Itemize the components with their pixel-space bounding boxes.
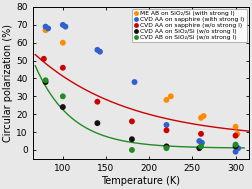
Point bbox=[197, 139, 201, 143]
Legend: ME AB on SiO₂/Si (with strong I), CVD AA on sapphire (with strong I), CVD AA on : ME AB on SiO₂/Si (with strong I), CVD AA… bbox=[132, 9, 247, 43]
Point bbox=[95, 100, 99, 103]
Point bbox=[46, 27, 50, 30]
Point bbox=[169, 95, 173, 98]
Point bbox=[165, 98, 169, 101]
Point bbox=[44, 25, 48, 28]
Point bbox=[44, 81, 48, 84]
Point bbox=[130, 138, 134, 141]
Point bbox=[165, 123, 169, 126]
Point bbox=[130, 148, 134, 151]
Point bbox=[235, 132, 239, 135]
Point bbox=[234, 134, 238, 137]
Point bbox=[42, 57, 46, 60]
Point bbox=[234, 150, 238, 153]
Point bbox=[234, 145, 238, 148]
Point bbox=[165, 145, 169, 148]
Point bbox=[95, 48, 99, 51]
Point bbox=[130, 120, 134, 123]
Point bbox=[199, 132, 203, 135]
Point bbox=[95, 122, 99, 125]
Point bbox=[165, 129, 169, 132]
Point bbox=[234, 125, 238, 128]
Point bbox=[165, 147, 169, 150]
Point bbox=[197, 147, 201, 150]
Point bbox=[133, 81, 137, 84]
Point bbox=[234, 143, 238, 146]
Point bbox=[202, 115, 206, 118]
Point bbox=[200, 141, 204, 144]
Point bbox=[61, 23, 65, 26]
Point bbox=[98, 50, 102, 53]
Y-axis label: Circular polarization (%): Circular polarization (%) bbox=[4, 24, 13, 142]
Point bbox=[44, 29, 48, 32]
Point bbox=[61, 66, 65, 69]
Point bbox=[199, 116, 203, 119]
Point bbox=[44, 79, 48, 82]
Point bbox=[61, 105, 65, 108]
Point bbox=[61, 41, 65, 44]
Point bbox=[64, 25, 68, 28]
X-axis label: Temperature (K): Temperature (K) bbox=[101, 176, 180, 186]
Point bbox=[199, 145, 203, 148]
Point bbox=[61, 95, 65, 98]
Point bbox=[236, 147, 240, 150]
